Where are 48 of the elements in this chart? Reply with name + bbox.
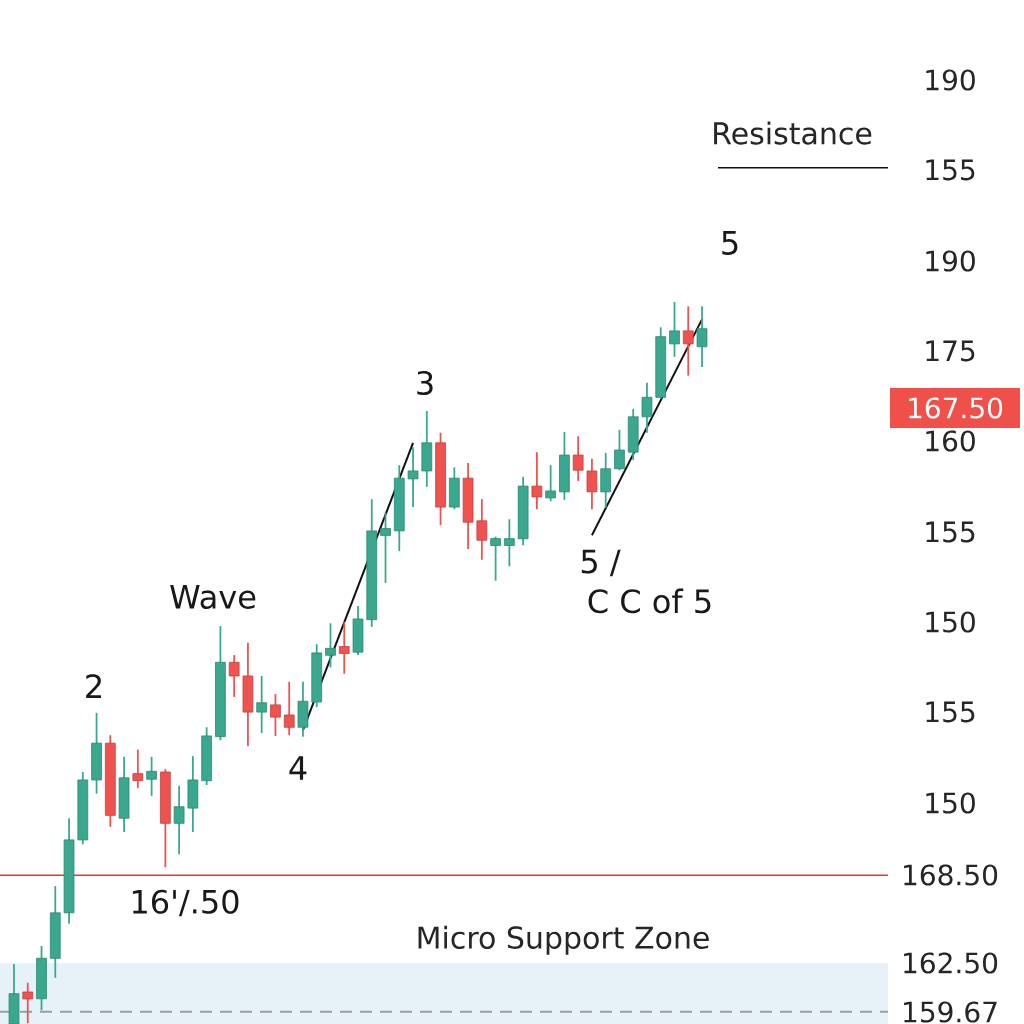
text: 190 — [926, 69, 975, 91]
text: 150 — [926, 792, 975, 814]
candlestick — [228, 654, 240, 698]
candlestick — [600, 452, 612, 509]
candlestick — [407, 446, 419, 508]
candlestick — [380, 511, 391, 584]
text: 159.67 — [904, 1001, 997, 1023]
candlestick — [586, 457, 598, 511]
text: 150 — [926, 611, 975, 633]
candlestick — [504, 518, 515, 568]
candlestick — [146, 755, 157, 797]
text: 168.50 — [904, 864, 998, 886]
annotation: Wave — [170, 585, 256, 609]
candlestick — [22, 981, 34, 1024]
candlestick — [682, 305, 694, 377]
text: 155 — [926, 701, 975, 723]
candlestick — [256, 675, 268, 734]
text: 167.50 — [909, 397, 1003, 419]
annotation: 3 — [417, 370, 433, 396]
candlestick — [132, 748, 144, 789]
text: 5 — [722, 231, 738, 255]
candlestick — [545, 464, 556, 503]
candlestick — [338, 620, 350, 675]
annotation: 4 — [289, 756, 307, 780]
text: 155 — [926, 521, 975, 543]
annotation: C C of 5 — [588, 588, 711, 614]
text: 160 — [926, 430, 975, 452]
text: 162.50 — [904, 952, 998, 974]
band-label: Micro Support Zone — [418, 925, 709, 955]
candlestick — [696, 305, 708, 368]
ref-line-label: Resistance — [714, 121, 872, 145]
candlestick — [270, 693, 281, 737]
candlestick — [283, 680, 295, 737]
text: 155 — [926, 159, 975, 181]
candlestick — [476, 498, 488, 561]
candlestick — [490, 535, 501, 582]
candlestick — [641, 381, 653, 434]
text: 175 — [926, 340, 975, 362]
candlestick — [614, 428, 625, 472]
annotation: 16'/.50 — [132, 889, 239, 917]
candlestick — [572, 435, 584, 482]
annotation: 2 — [86, 674, 101, 698]
text: 190 — [926, 250, 975, 272]
candlestick — [531, 451, 543, 511]
annotation: 5 / — [581, 549, 621, 577]
candlestick — [669, 301, 680, 358]
candlestick — [325, 622, 336, 669]
candlestick — [173, 784, 185, 856]
